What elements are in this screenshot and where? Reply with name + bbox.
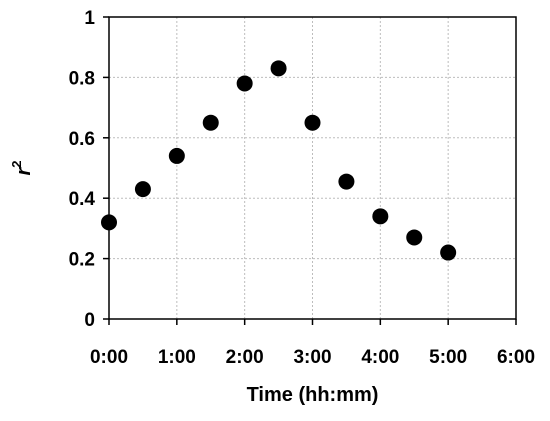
x-tick-label: 2:00 <box>226 347 264 368</box>
data-point <box>134 181 151 198</box>
x-tick-label: 6:00 <box>497 347 535 368</box>
y-tick-label: 0.8 <box>69 68 95 89</box>
data-point <box>304 114 321 131</box>
y-tick-label: 0 <box>84 310 95 331</box>
y-axis-title-base: r <box>13 167 35 176</box>
data-point <box>101 214 117 231</box>
y-axis-title-superscript: 2 <box>9 160 24 167</box>
y-tick-label: 0.4 <box>69 189 96 210</box>
data-point <box>236 75 253 92</box>
grid <box>109 16 517 319</box>
x-tick-label: 3:00 <box>293 347 331 368</box>
y-tick-label: 0.6 <box>69 129 95 150</box>
data-point <box>440 244 457 261</box>
y-tick-label: 0.2 <box>69 250 95 271</box>
plot-area-frame <box>108 16 517 320</box>
data-points <box>101 60 457 261</box>
tick-labels: 0 0.2 0.4 0.6 0.8 1 0:00 1:00 2:00 3:00 4:00 5:00 6:… <box>69 8 535 368</box>
x-tick-label: 5:00 <box>429 347 467 368</box>
data-point <box>338 173 355 190</box>
x-tick-label: 0:00 <box>90 347 128 368</box>
data-point <box>406 229 423 246</box>
data-point <box>168 147 185 164</box>
data-point <box>270 60 287 77</box>
y-tick-label: 1 <box>84 8 95 29</box>
data-point <box>372 208 389 225</box>
y-axis-title: r2 <box>9 160 35 175</box>
x-tick-label: 4:00 <box>361 347 399 368</box>
axes <box>103 16 517 325</box>
x-axis-title: Time (hh:mm) <box>247 384 379 406</box>
x-tick-label: 1:00 <box>158 347 196 368</box>
data-point <box>202 114 219 131</box>
